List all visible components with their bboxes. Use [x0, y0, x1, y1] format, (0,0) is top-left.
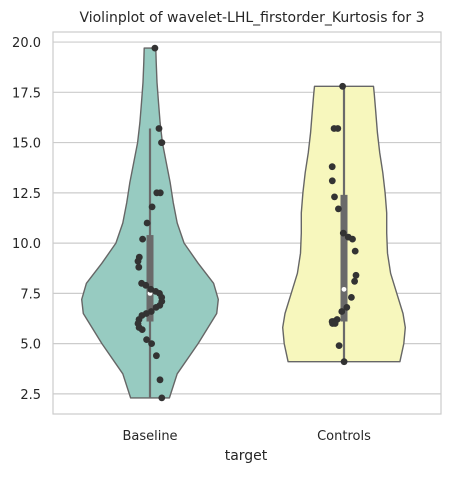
data-point	[343, 304, 351, 311]
data-point	[134, 257, 142, 265]
data-point	[158, 139, 166, 147]
data-point	[138, 326, 146, 333]
y-tick-label: 10.0	[12, 237, 41, 252]
data-point	[331, 320, 339, 327]
data-point	[153, 352, 160, 360]
data-point	[351, 277, 358, 285]
data-point	[158, 394, 166, 402]
median-marker-controls	[341, 286, 347, 292]
y-tick-label: 7.5	[20, 287, 41, 302]
data-point	[148, 203, 156, 211]
box-plots	[146, 86, 348, 398]
data-point	[338, 308, 346, 315]
iqr-box-baseline	[146, 235, 154, 322]
data-point	[335, 205, 342, 213]
data-point	[139, 235, 147, 243]
data-point	[331, 193, 338, 201]
data-point	[349, 235, 356, 243]
data-point	[156, 376, 164, 384]
y-tick-label: 12.5	[12, 187, 41, 202]
x-tick-label: Controls	[317, 429, 371, 444]
data-points	[134, 44, 360, 402]
chart-title: Violinplot of wavelet-LHL_firstorder_Kur…	[79, 10, 424, 26]
y-tick-label: 20.0	[12, 36, 41, 51]
data-point	[152, 304, 160, 311]
data-point	[328, 177, 336, 185]
plot-frame	[52, 31, 442, 415]
data-point	[348, 294, 355, 301]
x-axis-label: target	[225, 448, 268, 464]
data-point	[135, 263, 143, 271]
data-point	[148, 340, 156, 347]
y-tick-label: 5.0	[20, 338, 41, 353]
y-tick-label: 15.0	[12, 137, 41, 152]
data-point	[142, 281, 150, 289]
data-point	[339, 229, 347, 237]
data-point	[143, 336, 151, 343]
x-tick-labels: Baseline Controls	[122, 429, 371, 444]
data-point	[339, 82, 346, 90]
y-tick-label: 2.5	[20, 388, 41, 403]
data-point	[328, 163, 336, 171]
data-point	[155, 125, 163, 132]
data-point	[330, 125, 338, 132]
y-tick-label: 17.5	[12, 86, 41, 101]
data-point	[335, 342, 343, 349]
x-tick-label: Baseline	[122, 429, 177, 444]
data-point	[143, 219, 151, 227]
data-point	[340, 358, 348, 366]
y-tick-labels: 2.5 5.0 7.5 10.0 12.5 15.0 17.5 20.0	[12, 36, 41, 403]
data-point	[351, 247, 359, 255]
data-point	[153, 189, 161, 197]
violin-bodies	[81, 47, 406, 399]
iqr-box-controls	[340, 194, 348, 322]
data-point	[352, 271, 360, 279]
data-point	[151, 44, 159, 52]
